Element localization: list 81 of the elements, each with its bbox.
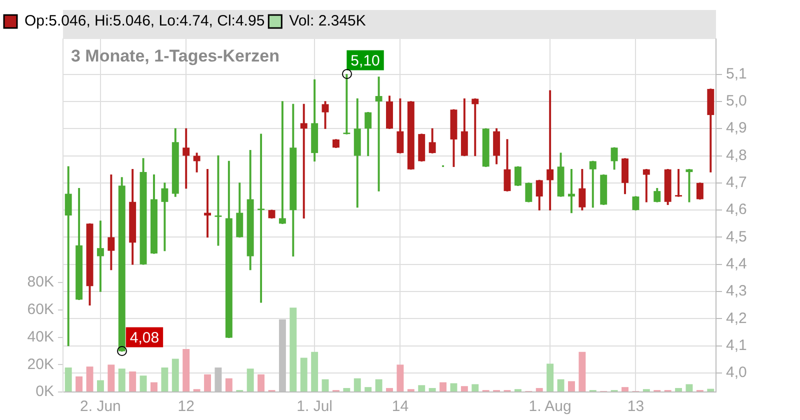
candlestick: [214, 155, 222, 246]
y2-tick-label: 40K: [27, 328, 54, 346]
bar: [246, 368, 254, 392]
bar: [622, 387, 628, 392]
candlestick: [96, 220, 104, 292]
bar: [675, 388, 682, 392]
bar: [460, 386, 468, 392]
bar: [258, 374, 265, 392]
bar: [172, 358, 179, 392]
bar: [568, 381, 575, 392]
candlestick: [64, 166, 72, 346]
y2-tick-label: 60K: [27, 301, 54, 318]
bar: [311, 352, 318, 392]
y-tick-label: 4,9: [726, 120, 747, 137]
bar: [322, 379, 329, 392]
bar: [557, 379, 564, 392]
bar: [108, 364, 115, 392]
bar: [428, 388, 436, 392]
candlestick: [258, 134, 265, 303]
y-tick-label: 4,0: [726, 364, 747, 382]
y-tick-label: 4,1: [726, 336, 747, 354]
annotation: 4,08: [130, 329, 160, 346]
bar: [450, 383, 458, 392]
annotation: 5,10: [350, 52, 380, 70]
bar: [707, 388, 714, 392]
y-tick-label: 4,6: [726, 201, 747, 218]
bar: [64, 368, 72, 392]
x-tick-label: 1. Aug: [528, 398, 572, 416]
x-tick-label: 2. Jun: [80, 398, 121, 416]
bar: [140, 376, 147, 392]
bar: [343, 388, 350, 392]
bar: [150, 382, 158, 392]
bar: [418, 385, 426, 392]
y2-tick-label: 20K: [27, 356, 54, 373]
legend-label: Op:5.046, Hi:5.046, Lo:4.74, Cl:4.95: [24, 12, 265, 30]
y-tick-label: 4,8: [726, 146, 747, 164]
x-tick-label: 12: [178, 398, 194, 416]
candlestick: [300, 104, 308, 219]
y-tick-label: 4,4: [726, 256, 747, 273]
candlestick: [278, 101, 286, 224]
text: 3 Monate, 1-Tages-Kerzen: [71, 46, 280, 66]
bar: [76, 376, 83, 392]
bar: [161, 368, 168, 392]
bar: [536, 388, 543, 392]
candlestick: [375, 76, 382, 192]
bar: [290, 308, 297, 392]
bar: [472, 384, 479, 392]
y-tick-label: 5,0: [726, 92, 747, 110]
bar: [440, 382, 447, 392]
bar: [118, 368, 126, 392]
bar: [96, 380, 104, 392]
bar: [225, 378, 232, 392]
bar: [182, 349, 190, 392]
bar: [546, 364, 554, 392]
bar: [578, 352, 586, 392]
y2-tick-label: 0K: [36, 383, 54, 400]
y-tick-label: 4,7: [726, 174, 747, 192]
bar: [300, 358, 308, 392]
x-tick-label: 14: [392, 398, 409, 416]
candlestick: [472, 98, 479, 156]
bar: [129, 371, 136, 392]
bar: [86, 366, 94, 392]
bar: [375, 379, 382, 392]
y-tick-label: 4,2: [726, 310, 747, 327]
candlestick: [675, 169, 682, 197]
bar: [354, 378, 361, 392]
candlestick: [204, 169, 211, 238]
candlestick: [343, 74, 350, 134]
candlestick: [568, 169, 575, 214]
bar: [396, 364, 404, 392]
legend-label: Vol: 2.345K: [289, 12, 366, 30]
y2-tick-label: 80K: [27, 274, 54, 291]
y-tick-label: 5,1: [726, 65, 747, 82]
y-tick-label: 4,3: [726, 282, 747, 300]
x-tick-label: 13: [627, 398, 644, 416]
bar: [204, 374, 211, 392]
y-tick-label: 4,5: [726, 228, 747, 246]
bar: [386, 388, 393, 392]
bar: [364, 387, 372, 392]
bar: [686, 384, 693, 392]
x-tick-label: 1. Jul: [296, 398, 332, 416]
